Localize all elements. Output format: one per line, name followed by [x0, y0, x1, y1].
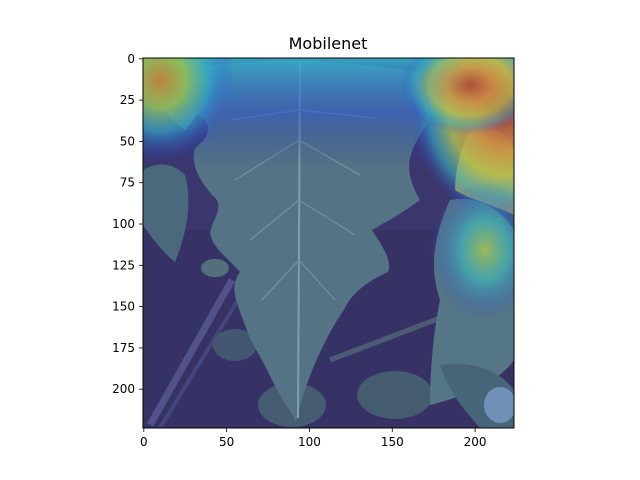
y-tick-label: 100 [112, 217, 135, 231]
y-tick-label: 200 [112, 382, 135, 396]
chart-title: Mobilenet [289, 34, 368, 53]
y-tick-label: 150 [112, 300, 135, 314]
y-tick-label: 0 [127, 52, 135, 66]
x-tick-label: 200 [464, 435, 487, 449]
x-tick-label: 150 [381, 435, 404, 449]
y-tick-label: 50 [120, 134, 135, 148]
x-tick-label: 100 [298, 435, 321, 449]
heatmap-overlay-image [143, 58, 514, 428]
y-tick-label: 175 [112, 341, 135, 355]
x-axis: 0 50 100 150 200 [140, 428, 487, 449]
y-tick-label: 125 [112, 258, 135, 272]
y-axis: 0 25 50 75 100 125 150 175 200 [112, 52, 143, 396]
x-tick-label: 0 [140, 435, 148, 449]
axes-frame [142, 57, 515, 429]
y-tick-label: 75 [120, 176, 135, 190]
x-tick-label: 50 [219, 435, 234, 449]
y-tick-label: 25 [120, 93, 135, 107]
